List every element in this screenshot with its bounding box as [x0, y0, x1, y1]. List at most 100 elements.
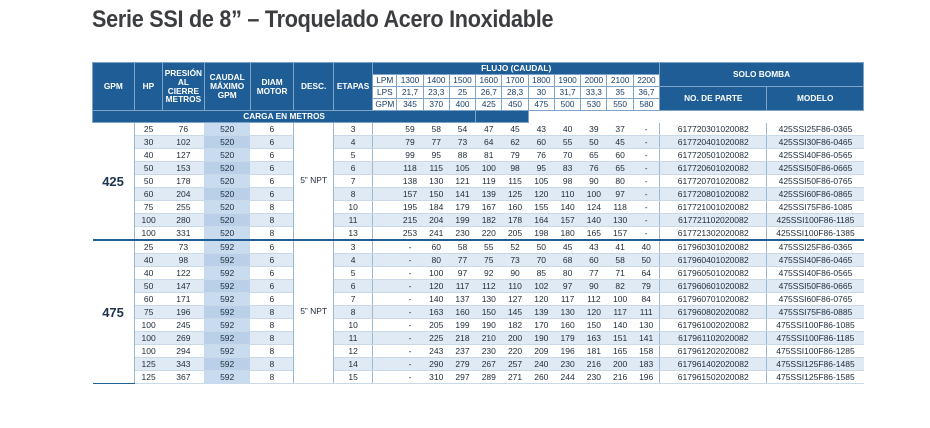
carga-cell: -: [396, 370, 424, 384]
carga-cell: 77: [423, 135, 450, 149]
flow-value: 475: [527, 98, 555, 111]
carga-cell: -: [633, 213, 660, 227]
hp-cell: 50: [134, 174, 163, 188]
flow-value: 580: [632, 98, 661, 111]
caudal-cell: 520: [204, 200, 251, 214]
carga-cell: 163: [423, 305, 450, 319]
carga-cell: 130: [633, 318, 660, 332]
carga-cell: 209: [528, 344, 555, 358]
flow-unit: LPM: [372, 74, 398, 87]
flow-value: 500: [553, 98, 582, 111]
table-row: 125 367 592 8 15 -310 297 289 271 260 244 230 216 196…: [93, 370, 864, 384]
caudal-cell: 592: [204, 253, 251, 267]
etapas-cell: 10: [333, 200, 373, 214]
carga-cell: 170: [528, 318, 555, 332]
carga-cell: 230: [449, 226, 476, 241]
carga-cell: 65: [580, 148, 607, 162]
table-row: 40 127 520 6 5 99 95 88 81 79 76 70 65 60-61772050102…: [93, 148, 864, 162]
carga-cell: 120: [528, 292, 555, 306]
carga-cell: 165: [606, 344, 634, 358]
diam-cell: 6: [250, 161, 294, 175]
carga-cell: 279: [449, 357, 476, 371]
diam-cell: 8: [250, 331, 294, 345]
model-cell: 475SSI100F86-1085: [766, 318, 864, 332]
table-row: 100 269 592 8 11 -225 218 210 200 190 179 163 151 141…: [93, 331, 864, 345]
flow-value: 36,7: [632, 86, 661, 99]
diam-cell: 6: [250, 279, 294, 293]
diam-cell: 8: [250, 305, 294, 319]
carga-cell: 80: [423, 253, 450, 267]
carga-cell: 253: [396, 226, 424, 241]
presion-cell: 153: [162, 161, 205, 175]
flow-row-lps: LPS 21,7 23,3 25 26,7 28,3 30 31,7 33,3 …: [93, 86, 864, 111]
presion-cell: 122: [162, 266, 205, 280]
carga-cell: 102: [528, 279, 555, 293]
carga-cell: -: [396, 357, 424, 371]
carga-cell: 150: [580, 318, 607, 332]
spacer-cell: [372, 253, 397, 267]
carga-cell: 98: [554, 174, 581, 188]
part-number-cell: 617961002020082: [659, 318, 767, 332]
carga-cell: 117: [606, 305, 634, 319]
caudal-cell: 592: [204, 318, 251, 332]
desc-cell: 5” NPT: [293, 122, 334, 241]
col-desc: DESC.: [293, 62, 334, 111]
carga-cell: 182: [475, 213, 502, 227]
carga-cell: 45: [554, 239, 581, 254]
diam-cell: 6: [250, 122, 294, 136]
diam-cell: 8: [250, 344, 294, 358]
carga-cell: 85: [528, 266, 555, 280]
diam-cell: 6: [250, 135, 294, 149]
carga-cell: 180: [554, 226, 581, 241]
flow-value: 1700: [501, 74, 529, 87]
part-number-cell: 617720301020082: [659, 122, 767, 136]
part-number-cell: 617720701020082: [659, 174, 767, 188]
col-diam: DIAM MOTOR: [249, 62, 295, 111]
carga-cell: 257: [501, 357, 529, 371]
carga-cell: 58: [423, 122, 450, 136]
carga-cell: -: [633, 135, 660, 149]
carga-cell: 196: [633, 370, 660, 384]
carga-cell: -: [396, 253, 424, 267]
model-cell: 475SSI100F86-1285: [766, 344, 864, 358]
flow-value: 1900: [553, 74, 582, 87]
part-number-cell: 617720601020082: [659, 161, 767, 175]
group-gpm: 425: [92, 122, 135, 241]
carga-cell: 115: [423, 161, 450, 175]
part-number-cell: 617960301020082: [659, 239, 767, 254]
carga-cell: 199: [449, 213, 476, 227]
presion-cell: 331: [162, 226, 205, 241]
carga-cell: 150: [423, 187, 450, 201]
carga-cell: 198: [528, 226, 555, 241]
carga-cell: 220: [501, 344, 529, 358]
carga-cell: 43: [580, 239, 607, 254]
carga-cell: 130: [475, 292, 502, 306]
model-cell: 425SSI75F86-1085: [766, 200, 864, 214]
model-cell: 475SSI125F86-1585: [766, 370, 864, 384]
diam-cell: 8: [250, 370, 294, 384]
flow-value: 1300: [396, 74, 424, 87]
carga-cell: 220: [475, 226, 502, 241]
hp-cell: 100: [134, 318, 163, 332]
carga-cell: 73: [501, 253, 529, 267]
carga-cell: 125: [501, 187, 529, 201]
hp-cell: 50: [134, 279, 163, 293]
carga-cell: 52: [501, 239, 529, 254]
part-number-cell: 617961402020082: [659, 357, 767, 371]
carga-cell: 55: [554, 135, 581, 149]
carga-cell: 82: [606, 279, 634, 293]
flow-value: 2200: [632, 74, 661, 87]
carga-cell: 60: [423, 239, 450, 254]
carga-cell: -: [396, 344, 424, 358]
model-cell: 475SSI60F86-0765: [766, 292, 864, 306]
part-number-cell: 617721302020082: [659, 226, 767, 241]
carga-cell: 205: [423, 318, 450, 332]
carga-cell: 190: [528, 331, 555, 345]
hp-cell: 30: [134, 135, 163, 149]
flow-value: 31,7: [553, 86, 582, 99]
carga-cell: 80: [554, 266, 581, 280]
carga-cell: 240: [528, 357, 555, 371]
model-cell: 425SSI100F86-1185: [766, 213, 864, 227]
flow-value: 400: [448, 98, 477, 111]
carga-cell: 79: [396, 135, 424, 149]
